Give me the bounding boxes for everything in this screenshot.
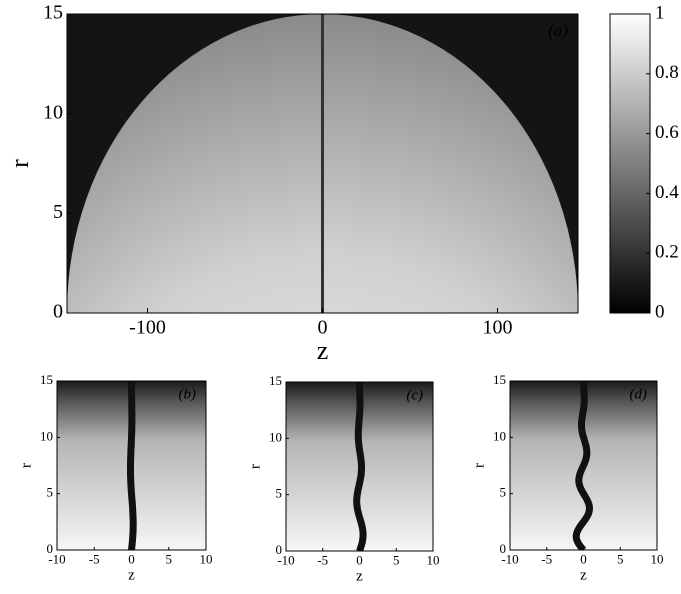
y-tick-label: 15 <box>40 372 53 387</box>
y-axis-label: r <box>18 463 34 468</box>
x-tick-label: -10 <box>48 551 65 566</box>
x-tick-label: 5 <box>166 551 173 566</box>
y-axis-label: r <box>247 464 263 469</box>
colorbar-tick-label: 0.6 <box>655 122 679 143</box>
x-tick-label: 5 <box>393 552 400 567</box>
y-tick-label: 0 <box>276 542 283 557</box>
y-tick-label: 0 <box>53 301 63 323</box>
heatmap-image <box>286 382 433 551</box>
heatmap-image <box>57 381 206 550</box>
y-tick-label: 5 <box>53 201 63 223</box>
panel-label: (b) <box>179 386 197 402</box>
y-tick-label: 10 <box>40 428 53 443</box>
y-tick-label: 0 <box>47 541 54 556</box>
heatmap-image <box>67 14 578 313</box>
x-tick-label: 0 <box>580 551 587 566</box>
x-tick-label: 100 <box>483 317 513 339</box>
y-tick-label: 15 <box>269 373 282 388</box>
x-tick-label: 5 <box>617 551 624 566</box>
colorbar-tick-label: 0 <box>655 301 665 322</box>
y-axis-label: r <box>471 463 487 468</box>
vortex-line <box>127 381 137 550</box>
x-tick-label: -100 <box>129 317 166 339</box>
y-tick-label: 5 <box>47 485 54 500</box>
panel-label: (c) <box>406 387 423 403</box>
x-tick-label: 10 <box>651 551 664 566</box>
colorbar <box>609 13 651 314</box>
y-tick-label: 10 <box>269 429 282 444</box>
x-tick-label: -10 <box>501 551 518 566</box>
vortex-line <box>572 381 594 550</box>
colorbar-tick-label: 0.8 <box>655 62 679 83</box>
x-axis-label: z <box>317 336 329 365</box>
x-tick-label: -5 <box>541 551 552 566</box>
colorbar-tick-label: 1 <box>655 2 665 23</box>
heatmap-image <box>510 381 657 550</box>
y-axis-label: r <box>5 159 34 168</box>
y-tick-label: 0 <box>500 541 507 556</box>
x-axis-label: z <box>356 568 363 584</box>
x-tick-label: 0 <box>128 551 135 566</box>
colorbar-tick-label: 0.4 <box>655 182 679 203</box>
panel-label: (d) <box>630 386 648 402</box>
colorbar-tick-label: 0.2 <box>655 242 679 263</box>
y-tick-label: 5 <box>500 485 507 500</box>
x-tick-label: -5 <box>317 552 328 567</box>
y-tick-label: 15 <box>493 372 506 387</box>
x-tick-label: 10 <box>200 551 213 566</box>
x-tick-label: -5 <box>89 551 100 566</box>
x-tick-label: 0 <box>356 552 363 567</box>
y-tick-label: 5 <box>276 486 283 501</box>
y-tick-label: 15 <box>43 2 63 24</box>
x-axis-label: z <box>128 567 135 583</box>
x-tick-label: -10 <box>277 552 294 567</box>
x-tick-label: 10 <box>427 552 440 567</box>
x-tick-label: 0 <box>318 317 328 339</box>
vortex-line <box>353 382 367 551</box>
x-axis-label: z <box>580 567 587 583</box>
y-tick-label: 10 <box>43 101 63 123</box>
panel-label: (a) <box>548 21 568 40</box>
y-tick-label: 10 <box>493 428 506 443</box>
